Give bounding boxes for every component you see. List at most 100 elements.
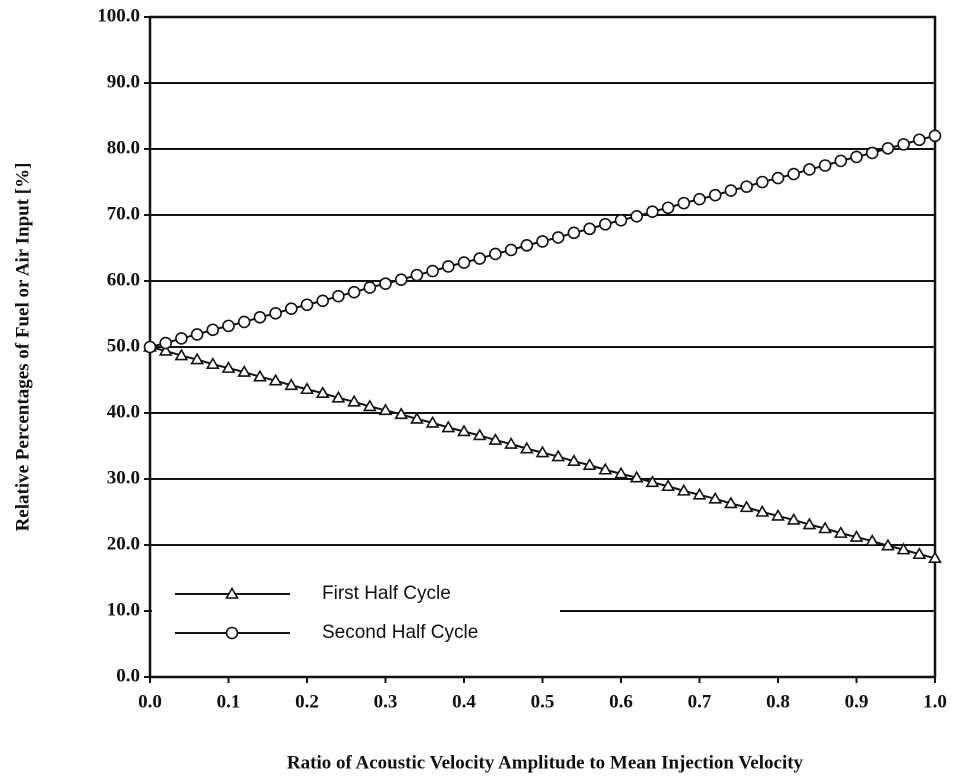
marker	[912, 547, 927, 560]
marker	[472, 428, 487, 441]
marker	[331, 390, 346, 403]
marker	[849, 529, 864, 542]
marker	[410, 268, 424, 282]
marker	[488, 432, 503, 445]
marker	[394, 407, 409, 420]
marker	[535, 445, 550, 458]
marker	[834, 154, 848, 168]
marker	[755, 504, 770, 517]
marker	[865, 146, 879, 160]
marker	[316, 294, 330, 308]
x-tick-label: 1.0	[923, 691, 947, 712]
marker	[803, 163, 816, 176]
marker	[850, 150, 863, 164]
y-axis-label: Relative Percentages of Fuel or Air Inpu…	[12, 163, 33, 532]
marker	[614, 213, 628, 227]
marker	[708, 188, 722, 202]
marker	[410, 411, 424, 424]
marker	[504, 436, 518, 449]
marker	[881, 538, 895, 551]
marker	[598, 462, 613, 475]
marker	[771, 171, 785, 185]
marker	[912, 133, 926, 147]
x-tick-label: 0.1	[217, 691, 241, 712]
marker	[473, 252, 487, 265]
marker	[315, 386, 330, 398]
marker	[677, 196, 691, 210]
marker	[457, 424, 471, 437]
marker	[190, 352, 204, 365]
marker	[567, 454, 581, 466]
x-tick-label: 0.2	[295, 691, 319, 712]
marker	[253, 369, 267, 382]
marker	[394, 273, 408, 286]
marker	[206, 323, 220, 337]
y-tick-label: 10.0	[107, 599, 140, 620]
marker	[630, 210, 644, 223]
marker	[614, 466, 628, 479]
y-tick-label: 20.0	[107, 533, 140, 554]
marker	[143, 340, 157, 354]
marker	[865, 533, 880, 546]
x-tick-label: 0.8	[766, 691, 790, 712]
marker	[504, 243, 518, 257]
marker	[802, 517, 817, 530]
marker	[237, 364, 252, 377]
marker	[928, 551, 942, 563]
marker	[378, 403, 393, 416]
marker	[536, 235, 549, 248]
marker	[253, 310, 267, 324]
marker	[174, 348, 189, 361]
marker	[441, 260, 455, 273]
x-tick-label: 0.5	[531, 691, 555, 712]
x-tick-label: 0.4	[452, 691, 476, 712]
marker	[489, 247, 502, 261]
y-tick-label: 30.0	[107, 467, 140, 488]
marker	[441, 420, 456, 433]
marker	[787, 167, 801, 181]
marker	[771, 508, 785, 521]
marker	[582, 458, 597, 470]
marker	[551, 231, 565, 244]
marker	[661, 201, 675, 215]
y-tick-label: 60.0	[107, 269, 140, 290]
marker	[646, 205, 659, 218]
marker	[222, 319, 235, 333]
x-axis-label: Ratio of Acoustic Velocity Amplitude to …	[287, 752, 804, 773]
marker	[158, 343, 173, 356]
x-tick-label: 0.9	[845, 691, 869, 712]
y-tick-label: 70.0	[107, 203, 140, 224]
marker	[347, 394, 361, 407]
marker	[300, 382, 314, 395]
marker	[332, 289, 345, 303]
marker	[426, 264, 439, 278]
marker	[347, 285, 361, 299]
marker	[269, 307, 282, 320]
y-tick-label: 40.0	[107, 401, 140, 422]
legend-label: Second Half Cycle	[322, 622, 478, 643]
marker	[881, 142, 895, 155]
marker	[225, 586, 239, 599]
marker	[928, 129, 942, 143]
x-tick-label: 0.6	[609, 691, 633, 712]
y-tick-label: 90.0	[107, 71, 140, 92]
marker	[583, 222, 596, 236]
marker	[896, 542, 911, 555]
marker	[786, 512, 801, 525]
marker	[629, 470, 644, 483]
marker	[268, 373, 283, 386]
x-tick-label: 0.0	[138, 691, 162, 712]
marker	[379, 277, 392, 290]
marker	[818, 521, 832, 534]
y-tick-label: 80.0	[107, 137, 140, 158]
marker	[190, 328, 204, 341]
marker	[205, 357, 220, 369]
marker	[567, 226, 581, 240]
marker	[175, 332, 188, 345]
marker	[598, 217, 612, 231]
marker	[724, 496, 738, 509]
legend-label: First Half Cycle	[322, 583, 451, 604]
legend: First Half Cycle Second Half Cycle	[152, 572, 560, 675]
marker	[551, 449, 566, 462]
